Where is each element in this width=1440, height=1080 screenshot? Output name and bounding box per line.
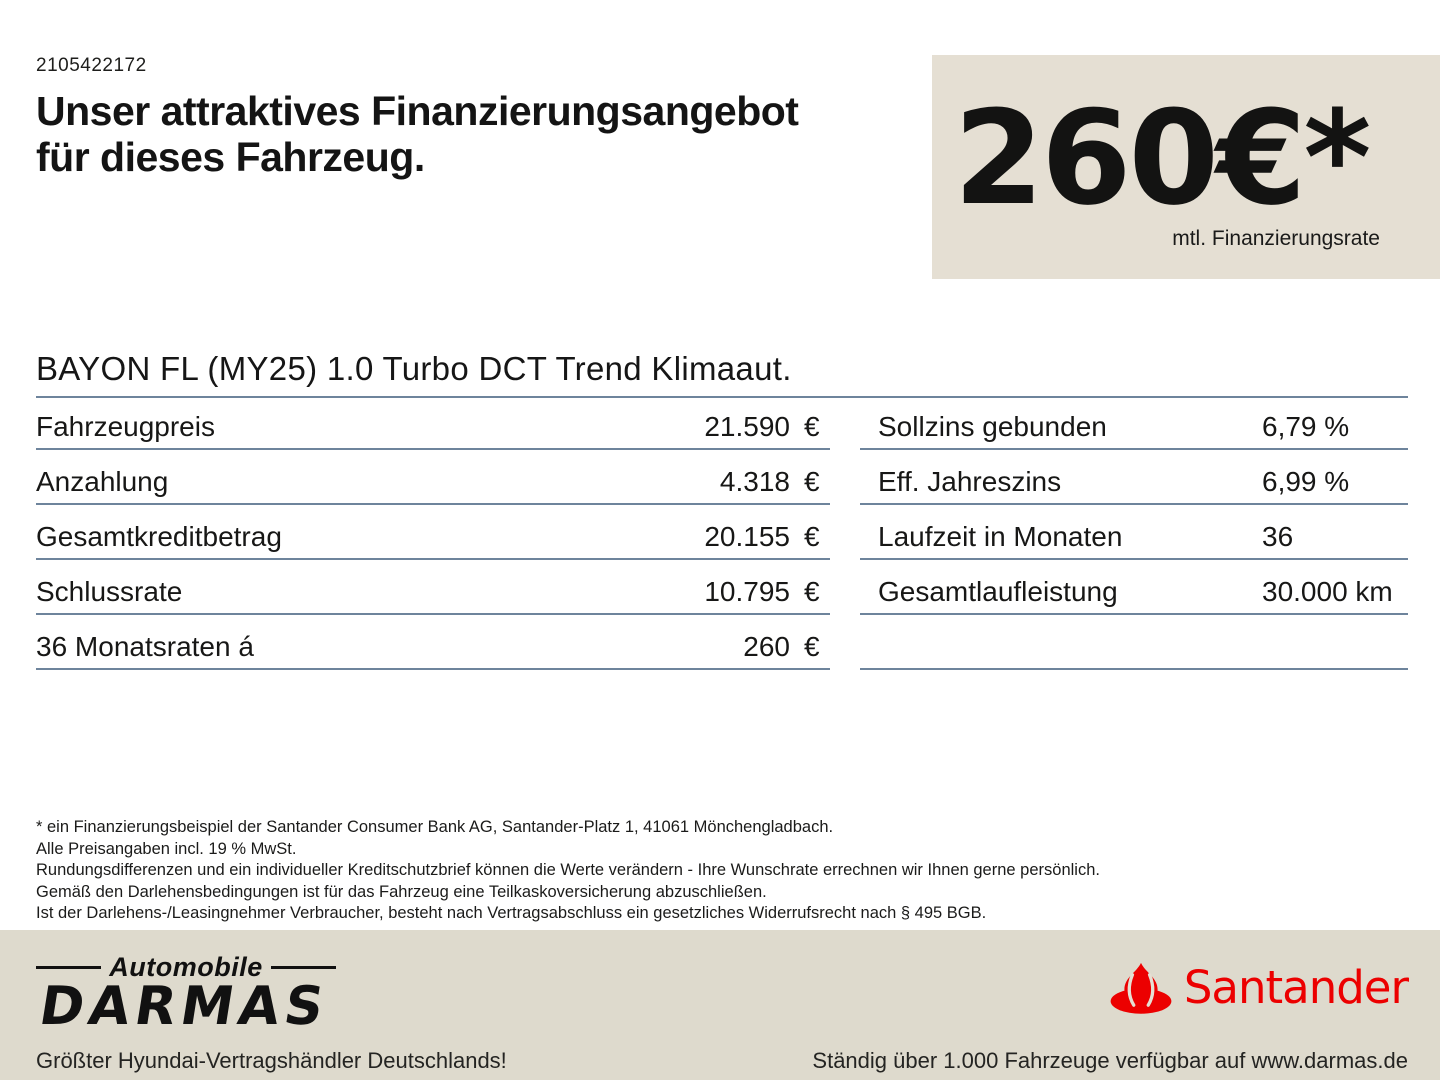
santander-logo-text: Santander	[1183, 961, 1409, 1014]
dealer-logo-top: Automobile	[36, 952, 336, 983]
fine-print-line: Ist der Darlehens-/Leasingnehmer Verbrau…	[36, 904, 987, 922]
santander-logo: Santander	[1108, 960, 1409, 1016]
row-label: Gesamtlaufleistung	[878, 576, 1118, 607]
row-value: 21.590	[704, 411, 790, 442]
dealer-logo: Automobile DARMAS	[35, 952, 336, 1037]
row-value: 20.155	[704, 521, 790, 552]
fine-print-line: Alle Preisangaben incl. 19 % MwSt.	[36, 839, 297, 858]
row-label: Anzahlung	[36, 466, 169, 497]
dealer-logo-subtitle: Automobile	[109, 952, 263, 982]
santander-flame-icon	[1110, 962, 1172, 1014]
row-value: 6,99 %	[1262, 466, 1350, 497]
row-value: 6,79 %	[1262, 411, 1350, 442]
monthly-rate-amount: 260€*	[953, 82, 1372, 234]
table-row: Laufzeit in Monaten 36	[860, 520, 1408, 560]
fine-print-line: Rundungsdifferenzen und ein individuelle…	[36, 861, 1100, 879]
offer-id: 2105422172	[36, 55, 147, 76]
row-label: Sollzins gebunden	[878, 411, 1107, 442]
row-label: Eff. Jahreszins	[878, 466, 1062, 497]
row-value: 4.318	[719, 466, 790, 497]
logo-rule-right	[270, 966, 336, 969]
table-row: Fahrzeugpreis 21.590 €	[36, 410, 830, 450]
row-value: 10.795	[704, 576, 790, 607]
row-value: 30.000 km	[1262, 576, 1393, 607]
table-row: 36 Monatsraten á 260 €	[36, 630, 830, 670]
row-unit: €	[804, 576, 820, 607]
page-title-line1: Unser attraktives Finanzierungsangebot	[36, 88, 799, 134]
table-row: Eff. Jahreszins 6,99 %	[860, 465, 1408, 505]
row-label: Schlussrate	[36, 576, 183, 607]
row-value: 260	[743, 631, 790, 662]
fine-print: * ein Finanzierungsbeispiel der Santande…	[36, 817, 1416, 925]
dealer-logo-name: DARMAS	[35, 976, 333, 1037]
row-label: Laufzeit in Monaten	[878, 521, 1123, 552]
monthly-rate-box: 260€* mtl. Finanzierungsrate	[932, 55, 1440, 279]
dealer-tagline: Größter Hyundai-Vertragshändler Deutschl…	[36, 1048, 507, 1073]
table-row: Gesamtlaufleistung 30.000 km	[860, 575, 1408, 615]
table-row-empty	[860, 630, 1408, 670]
page-title: Unser attraktives Finanzierungsangebot f…	[36, 88, 916, 180]
footer-band: Automobile DARMAS Santander Größter Hyun…	[0, 930, 1440, 1080]
monthly-rate-caption: mtl. Finanzierungsrate	[1172, 227, 1380, 250]
availability-tagline: Ständig über 1.000 Fahrzeuge verfügbar a…	[812, 1048, 1408, 1073]
page-title-line2: für dieses Fahrzeug.	[36, 134, 425, 180]
row-unit: €	[804, 631, 820, 662]
row-label: 36 Monatsraten á	[36, 631, 254, 662]
fine-print-line: * ein Finanzierungsbeispiel der Santande…	[36, 818, 834, 836]
logo-rule-left	[36, 966, 102, 969]
vehicle-title: BAYON FL (MY25) 1.0 Turbo DCT Trend Klim…	[36, 350, 1408, 398]
table-row: Sollzins gebunden 6,79 %	[860, 410, 1408, 450]
row-label: Gesamtkreditbetrag	[36, 521, 282, 552]
table-row: Gesamtkreditbetrag 20.155 €	[36, 520, 830, 560]
row-unit: €	[804, 411, 820, 442]
row-value: 36	[1262, 521, 1294, 552]
row-unit: €	[804, 466, 820, 497]
fine-print-line: Gemäß den Darlehensbedingungen ist für d…	[36, 882, 767, 901]
table-row: Schlussrate 10.795 €	[36, 575, 830, 615]
row-label: Fahrzeugpreis	[36, 411, 215, 442]
table-row: Anzahlung 4.318 €	[36, 465, 830, 505]
row-unit: €	[804, 521, 820, 552]
